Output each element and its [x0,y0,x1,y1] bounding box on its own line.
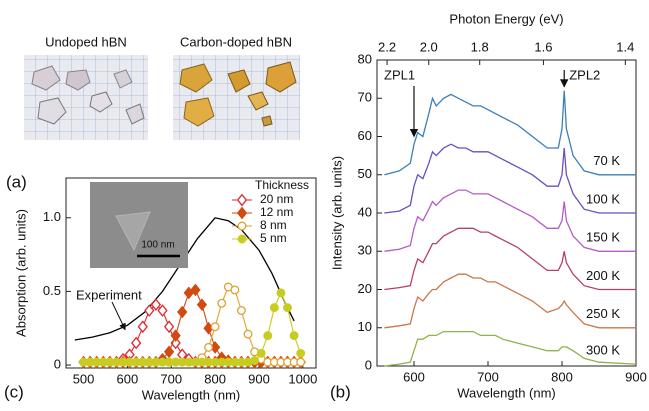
marker [236,306,246,316]
marker [250,356,260,366]
y-tick-label: 50 [358,166,372,181]
y-axis-label: Intensity (arb. units) [329,156,344,270]
x-tick-label: 900 [625,369,647,384]
marker [157,304,168,317]
panel-label: (b) [330,382,351,401]
marker [163,345,175,359]
series-line [384,143,636,214]
marker [131,336,142,350]
x-tick-label: 800 [551,369,573,384]
annotation: Experiment [76,287,142,302]
x-axis-label: Wavelength (nm) [142,387,241,402]
y-tick-label: 0.5 [43,283,61,298]
legend-label: 5 nm [260,231,287,245]
marker [190,283,201,297]
marker [276,288,286,298]
x-tick-label: 600 [403,369,425,384]
y-tick-label: 20 [358,281,372,296]
series-line [384,330,637,367]
series-line [384,90,636,176]
x2-tick-label: 2.2 [378,39,396,54]
series-label: 300 K [586,343,620,358]
marker [196,298,208,311]
marker [137,320,148,334]
photo-undoped [24,55,148,140]
y-tick-label: 30 [358,243,372,258]
legend-title: Thickness [255,178,309,192]
y-tick-label: 80 [358,51,372,66]
photo-carbon-doped [173,55,300,140]
legend-label: 20 nm [260,192,293,206]
series-label: 250 K [586,306,620,321]
panel-label: (a) [6,172,27,191]
marker [296,357,306,367]
inset-image: 100 nm [90,182,188,268]
marker [177,305,188,319]
marker [243,329,253,339]
series-line [74,217,295,341]
y-tick-label: 70 [358,90,372,105]
x-tick-label: 700 [477,369,499,384]
marker [269,303,279,313]
legend-label: 12 nm [260,205,293,219]
plot-frame [65,177,317,369]
photo-label: Undoped hBN [45,34,127,49]
annotation: ZPL1 [384,67,415,82]
marker [217,298,227,308]
marker [144,304,155,317]
series-label: 200 K [586,268,620,283]
photo-label: Carbon-doped hBN [180,34,292,49]
legend-label: 8 nm [260,218,287,232]
x2-tick-label: 1.4 [616,39,634,54]
x-tick-label: 700 [160,371,182,386]
legend-marker [237,221,247,231]
y-tick-label: 40 [358,204,372,219]
series-label: 100 K [586,191,620,206]
y-tick-label: 1.0 [43,209,61,224]
marker [283,303,292,313]
marker [150,298,162,311]
x-tick-label: 800 [204,371,226,386]
y-tick-label: 0 [365,357,372,372]
marker [170,329,181,342]
marker [256,348,266,358]
marker [163,320,175,334]
series-label: 150 K [586,230,620,245]
series-label: 70 K [593,153,620,168]
marker [296,348,306,358]
annotation: ZPL2 [569,67,600,82]
inset-scale-label: 100 nm [141,240,174,251]
panel-label: (c) [4,382,24,401]
annotation-arrow [111,301,126,331]
x2-tick-label: 1.6 [534,39,552,54]
series-line [83,291,302,363]
x-tick-label: 900 [248,371,270,386]
y-tick-label: 0 [54,356,61,371]
y-tick-label: 60 [358,128,372,143]
x2-tick-label: 1.8 [471,39,489,54]
x-tick-label: 600 [117,371,139,386]
marker [289,331,299,341]
x2-tick-label: 2.0 [420,39,438,54]
marker [263,331,273,341]
series-line [384,189,636,252]
x-tick-label: 500 [73,371,95,386]
legend-marker [236,206,248,220]
x-tick-label: 1000 [288,371,317,386]
series-line [384,273,636,329]
marker [210,322,220,332]
x2-axis-label: Photon Energy (eV) [449,11,563,26]
marker [230,285,240,295]
y-axis-label: Absorption (arb. units) [13,209,28,337]
x-axis-label: Wavelength (nm) [457,385,556,400]
y-tick-label: 10 [358,319,372,334]
marker [204,342,213,352]
series-line [384,227,636,291]
inset-flake [115,211,151,252]
legend-marker [236,193,248,207]
legend-marker [237,234,247,244]
